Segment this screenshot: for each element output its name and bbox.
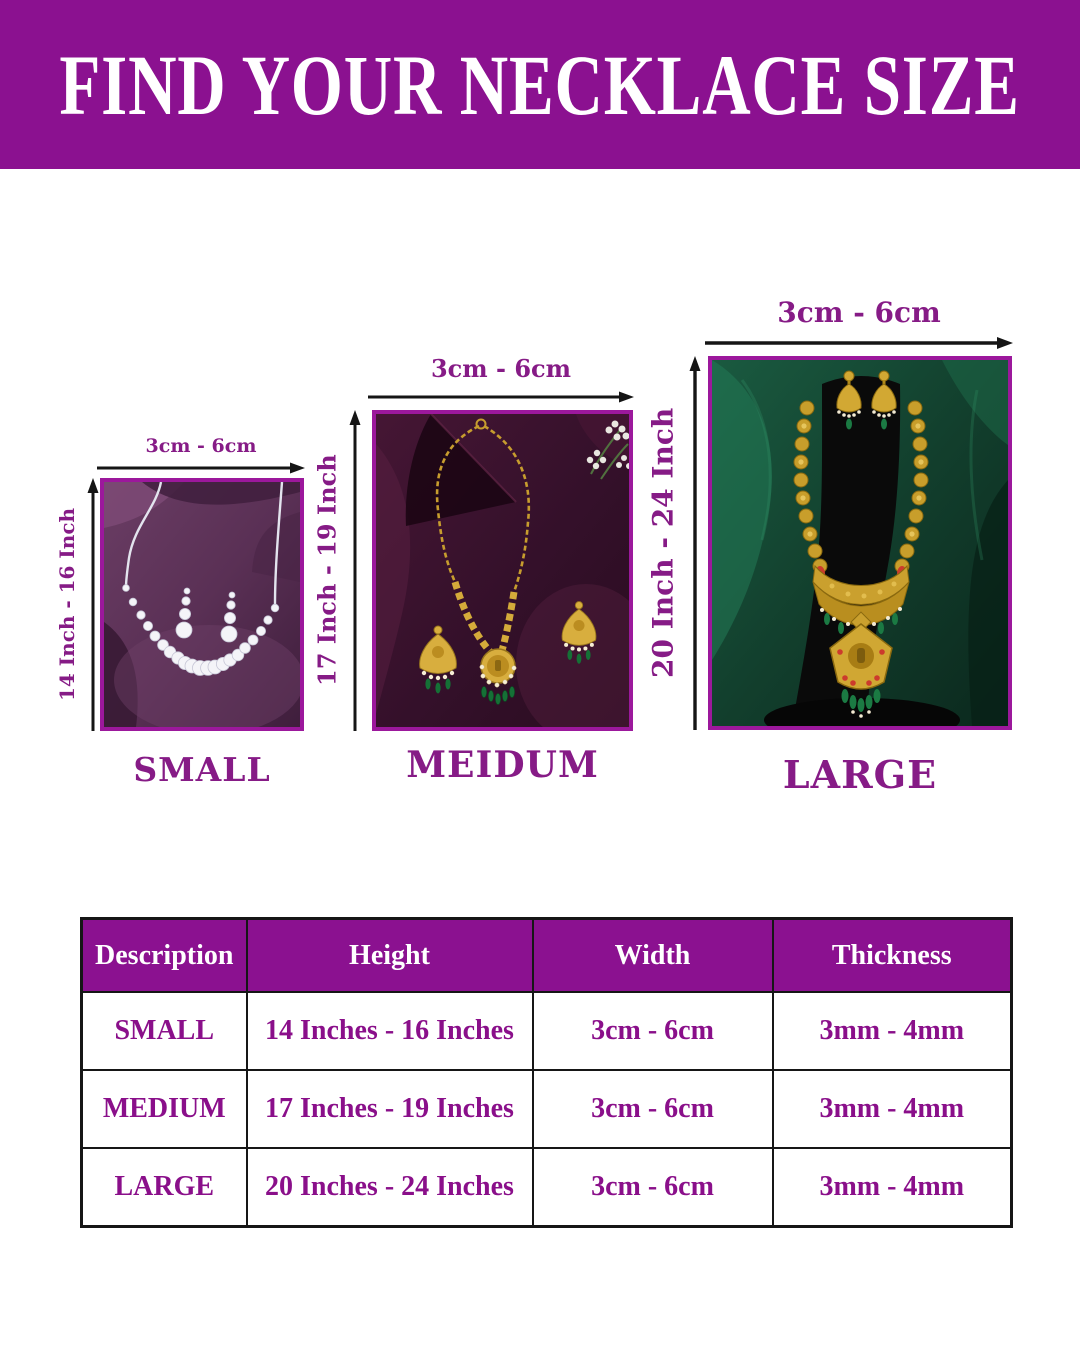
medium-necklace <box>419 418 597 705</box>
small-width-label: 3cm - 6cm <box>145 435 257 457</box>
cell-description: MEDIUM <box>80 1069 248 1149</box>
cell-height: 14 Inches - 16 Inches <box>245 991 534 1071</box>
table-row-small: SMALL 14 Inches - 16 Inches 3cm - 6cm 3m… <box>80 991 1013 1071</box>
table-row-medium: MEDIUM 17 Inches - 19 Inches 3cm - 6cm 3… <box>80 1069 1013 1149</box>
small-product-photo <box>104 482 300 727</box>
large-width-arrow-icon <box>705 337 1013 349</box>
medium-width-arrow-icon <box>368 391 634 403</box>
medium-product-photo <box>376 414 629 727</box>
cell-width: 3cm - 6cm <box>531 1147 774 1228</box>
cell-description: SMALL <box>80 991 248 1071</box>
flowers-decoration <box>586 420 629 480</box>
large-height-label: 20 Inch - 24 Inch <box>646 407 680 679</box>
cell-height: 20 Inches - 24 Inches <box>245 1147 534 1228</box>
small-necklace-beads <box>122 584 280 676</box>
cell-width: 3cm - 6cm <box>531 991 774 1071</box>
size-chart-table: Description Height Width Thickness SMALL… <box>80 917 1013 1228</box>
large-product-photo <box>712 360 1008 726</box>
col-header-height: Height <box>245 917 534 993</box>
large-image-frame <box>708 356 1012 730</box>
col-header-description: Description <box>80 917 248 993</box>
size-label-medium: MEIDUM <box>406 744 599 786</box>
small-height-arrow-icon <box>87 478 99 731</box>
cell-thickness: 3mm - 4mm <box>771 1147 1013 1228</box>
small-image-frame <box>100 478 304 731</box>
table-header-row: Description Height Width Thickness <box>80 917 1013 993</box>
col-header-thickness: Thickness <box>771 917 1013 993</box>
table-row-large: LARGE 20 Inches - 24 Inches 3cm - 6cm 3m… <box>80 1147 1013 1228</box>
col-header-width: Width <box>531 917 774 993</box>
medium-width-label: 3cm - 6cm <box>430 354 572 383</box>
header-banner: FIND YOUR NECKLACE SIZE <box>0 0 1080 169</box>
cell-height: 17 Inches - 19 Inches <box>245 1069 534 1149</box>
large-height-arrow-icon <box>689 356 701 730</box>
page-title: FIND YOUR NECKLACE SIZE <box>59 36 1021 133</box>
cell-description: LARGE <box>80 1147 248 1228</box>
medium-image-frame <box>372 410 633 731</box>
small-width-arrow-icon <box>97 462 305 474</box>
size-label-large: LARGE <box>782 752 938 797</box>
small-height-label: 14 Inch - 16 Inch <box>55 507 79 702</box>
size-label-small: SMALL <box>133 750 271 789</box>
medium-height-label: 17 Inch - 19 Inch <box>312 454 342 687</box>
large-width-label: 3cm - 6cm <box>777 296 941 329</box>
large-necklace <box>793 370 929 718</box>
cell-thickness: 3mm - 4mm <box>771 991 1013 1071</box>
medium-height-arrow-icon <box>349 410 361 731</box>
cell-width: 3cm - 6cm <box>531 1069 774 1149</box>
cell-thickness: 3mm - 4mm <box>771 1069 1013 1149</box>
